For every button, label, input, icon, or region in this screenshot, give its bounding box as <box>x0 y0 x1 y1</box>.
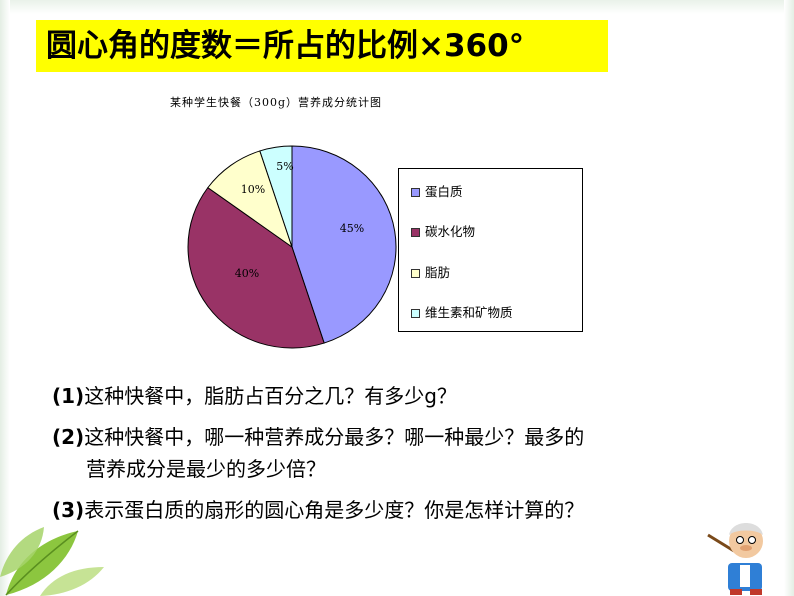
pie-label-fat: 10% <box>241 183 265 196</box>
question-2-text-line1: 这种快餐中，哪一种营养成分最多？哪一种最少？最多的 <box>84 425 585 449</box>
legend-item-protein: 蛋白质 <box>411 183 463 201</box>
legend-item-carbohydrate: 碳水化物 <box>411 223 476 241</box>
pie-slice-vitamins-minerals <box>259 145 293 248</box>
pie-slice-protein <box>291 145 397 344</box>
legend-swatch-fat <box>411 269 420 278</box>
pie-slice-carbohydrate <box>187 186 325 349</box>
legend-label-fat: 脂肪 <box>425 265 451 280</box>
question-2: (2)这种快餐中，哪一种营养成分最多？哪一种最少？最多的 <box>52 421 584 450</box>
legend-swatch-carbohydrate <box>411 228 420 237</box>
legend-label-protein: 蛋白质 <box>425 184 463 199</box>
question-2-text-line2: 营养成分是最少的多少倍？ <box>86 457 326 481</box>
legend-label-vitamins-minerals: 维生素和矿物质 <box>425 305 513 320</box>
question-2-continued: 营养成分是最少的多少倍？ <box>86 453 326 482</box>
legend-swatch-protein <box>411 188 420 197</box>
slide-frame-left <box>0 0 10 596</box>
pie-label-vitamins-minerals: 5% <box>276 160 293 173</box>
leaves-icon <box>0 527 104 596</box>
pie-label-carbohydrate: 40% <box>235 267 259 280</box>
question-2-number: (2) <box>52 425 85 449</box>
legend-item-vitamins-minerals: 维生素和矿物质 <box>411 304 513 322</box>
chart-title: 某种学生快餐（300g）营养成分统计图 <box>170 96 383 109</box>
question-1-text: 这种快餐中，脂肪占百分之几？有多少g？ <box>84 384 457 408</box>
teacher-cartoon-icon <box>707 523 763 595</box>
legend-swatch-vitamins-minerals <box>411 309 420 318</box>
pie-label-protein: 45% <box>340 222 364 235</box>
formula-banner: 圆心角的度数＝所占的比例×360° <box>36 20 608 72</box>
legend-item-fat: 脂肪 <box>411 264 451 282</box>
slide-frame-top <box>0 0 794 14</box>
legend-label-carbohydrate: 碳水化物 <box>425 224 476 239</box>
question-1-number: (1) <box>52 384 85 408</box>
question-3-number: (3) <box>52 498 85 522</box>
chart-legend: 蛋白质 碳水化物 脂肪 维生素和矿物质 <box>398 168 583 332</box>
slide-frame-right <box>784 0 794 596</box>
question-3-text: 表示蛋白质的扇形的圆心角是多少度？你是怎样计算的？ <box>84 498 585 522</box>
question-3: (3)表示蛋白质的扇形的圆心角是多少度？你是怎样计算的？ <box>52 494 584 523</box>
question-1: (1)这种快餐中，脂肪占百分之几？有多少g？ <box>52 380 457 409</box>
